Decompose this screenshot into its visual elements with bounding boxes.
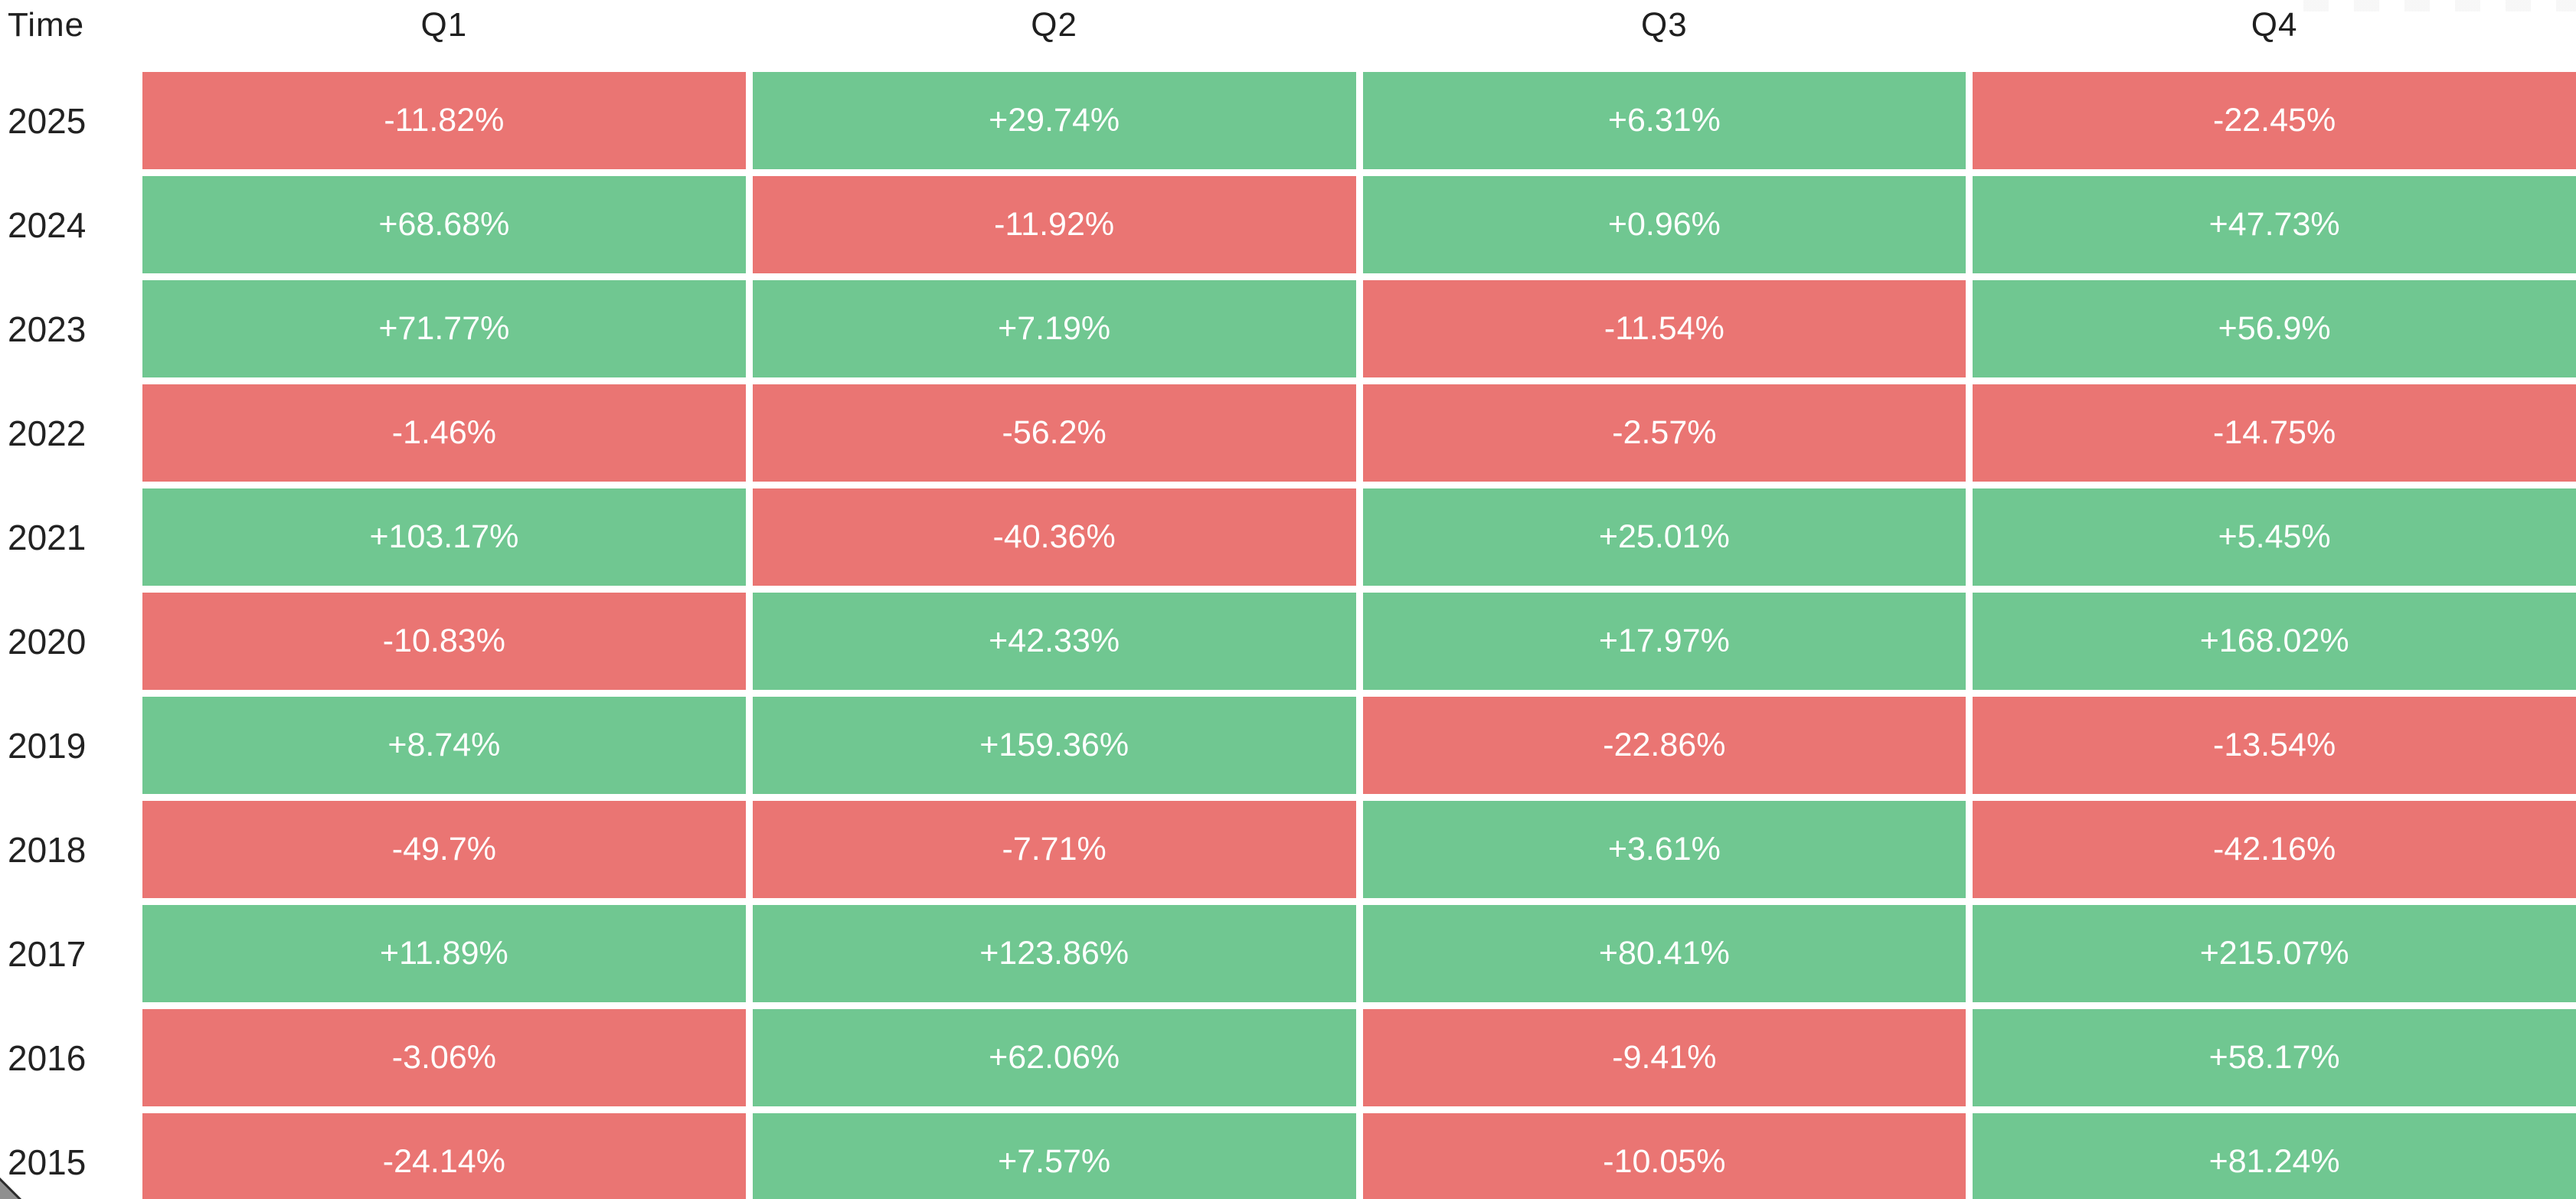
heatmap-grid: 2025 -11.82% +29.74% +6.31% -22.45% 2024 +68.6… [0, 72, 2576, 1199]
return-cell-2025-q3: +6.31% [1362, 72, 1966, 169]
row-year-label: 2024 [0, 176, 136, 273]
return-cell-2015-q4: +81.24% [1973, 1113, 2576, 1199]
return-cell-2018-q1: -49.7% [142, 801, 746, 898]
return-cell-2022-q2: -56.2% [752, 384, 1356, 482]
q1-column-header: Q1 [420, 6, 468, 44]
return-cell-2021-q1: +103.17% [142, 488, 746, 586]
return-cell-2016-q3: -9.41% [1362, 1009, 1966, 1106]
return-cell-2023-q4: +56.9% [1973, 280, 2576, 377]
return-cell-2017-q1: +11.89% [142, 905, 746, 1002]
return-cell-2025-q2: +29.74% [752, 72, 1356, 169]
return-cell-2018-q3: +3.61% [1362, 801, 1966, 898]
return-cell-2020-q1: -10.83% [142, 593, 746, 690]
return-cell-2018-q4: -42.16% [1973, 801, 2576, 898]
return-cell-2021-q4: +5.45% [1973, 488, 2576, 586]
return-cell-2017-q3: +80.41% [1362, 905, 1966, 1002]
row-year-label: 2017 [0, 905, 136, 1002]
row-year-label: 2016 [0, 1009, 136, 1106]
return-cell-2023-q2: +7.19% [752, 280, 1356, 377]
row-year-label: 2025 [0, 72, 136, 169]
q2-column-header: Q2 [1031, 6, 1077, 44]
return-cell-2022-q1: -1.46% [142, 384, 746, 482]
row-year-label: 2023 [0, 280, 136, 377]
row-year-label: 2018 [0, 801, 136, 898]
cutoff-checkerboard-pattern [2303, 0, 2576, 11]
row-year-label: 2019 [0, 697, 136, 794]
return-cell-2016-q4: +58.17% [1973, 1009, 2576, 1106]
return-cell-2020-q3: +17.97% [1362, 593, 1966, 690]
return-cell-2025-q1: -11.82% [142, 72, 746, 169]
return-cell-2016-q1: -3.06% [142, 1009, 746, 1106]
return-cell-2024-q1: +68.68% [142, 176, 746, 273]
return-cell-2016-q2: +62.06% [752, 1009, 1356, 1106]
row-year-label: 2020 [0, 593, 136, 690]
return-cell-2015-q1: -24.14% [142, 1113, 746, 1199]
return-cell-2019-q2: +159.36% [752, 697, 1356, 794]
return-cell-2019-q4: -13.54% [1973, 697, 2576, 794]
row-year-label: 2015 [0, 1113, 136, 1199]
q4-column-header: Q4 [2251, 6, 2298, 44]
return-cell-2017-q2: +123.86% [752, 905, 1356, 1002]
row-year-label: 2021 [0, 488, 136, 586]
return-cell-2023-q3: -11.54% [1362, 280, 1966, 377]
return-cell-2020-q2: +42.33% [752, 593, 1356, 690]
return-cell-2015-q3: -10.05% [1362, 1113, 1966, 1199]
row-year-label: 2022 [0, 384, 136, 482]
return-cell-2019-q1: +8.74% [142, 697, 746, 794]
return-cell-2022-q4: -14.75% [1973, 384, 2576, 482]
table-header-row: Time Q1 Q2 Q3 Q4 [0, 0, 2576, 72]
return-cell-2020-q4: +168.02% [1973, 593, 2576, 690]
return-cell-2025-q4: -22.45% [1973, 72, 2576, 169]
return-cell-2024-q3: +0.96% [1362, 176, 1966, 273]
return-cell-2021-q2: -40.36% [752, 488, 1356, 586]
return-cell-2021-q3: +25.01% [1362, 488, 1966, 586]
return-cell-2023-q1: +71.77% [142, 280, 746, 377]
return-cell-2017-q4: +215.07% [1973, 905, 2576, 1002]
return-cell-2019-q3: -22.86% [1362, 697, 1966, 794]
q3-column-header: Q3 [1641, 6, 1688, 44]
mouse-cursor-icon [0, 1177, 22, 1199]
return-cell-2018-q2: -7.71% [752, 801, 1356, 898]
time-column-header: Time [8, 6, 85, 44]
return-cell-2024-q4: +47.73% [1973, 176, 2576, 273]
return-cell-2024-q2: -11.92% [752, 176, 1356, 273]
return-cell-2015-q2: +7.57% [752, 1113, 1356, 1199]
return-cell-2022-q3: -2.57% [1362, 384, 1966, 482]
